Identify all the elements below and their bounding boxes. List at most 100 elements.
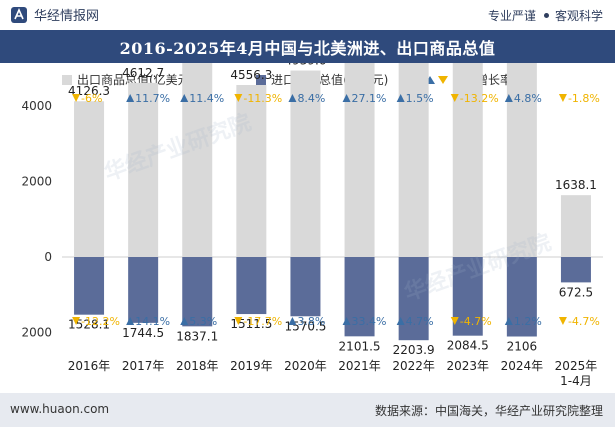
export-growth-label: 1.5% bbox=[406, 92, 434, 105]
footer-source: 数据来源：中国海关，华经产业研究院整理 bbox=[374, 404, 603, 418]
up-triangle-icon bbox=[180, 94, 189, 102]
import-value-label: 2106 bbox=[507, 340, 538, 354]
import-growth-label: 5.3% bbox=[189, 315, 217, 328]
down-triangle-icon bbox=[558, 94, 567, 102]
export-growth-label: -11.3% bbox=[243, 92, 282, 105]
import-growth-label: 1.2% bbox=[514, 315, 542, 328]
tagline-1: 专业严谨 bbox=[487, 9, 536, 23]
up-triangle-icon bbox=[288, 94, 297, 102]
x-tick-label: 2021年 bbox=[338, 359, 381, 373]
y-tick-label: 2000 bbox=[21, 175, 52, 189]
down-triangle-icon bbox=[450, 317, 459, 325]
up-triangle-icon bbox=[342, 94, 351, 102]
import-bar bbox=[560, 257, 591, 283]
export-growth-label: 8.4% bbox=[297, 92, 325, 105]
tagline-2: 客观科学 bbox=[554, 9, 603, 23]
export-value-label: 4939.6 bbox=[284, 63, 326, 68]
export-value-label: 4556.3 bbox=[230, 68, 272, 82]
import-value-label: 2101.5 bbox=[339, 339, 381, 353]
import-bar bbox=[236, 257, 267, 315]
up-triangle-icon bbox=[126, 317, 135, 325]
import-value-label: 1744.5 bbox=[122, 326, 164, 340]
x-tick-label: 1-4月 bbox=[560, 374, 592, 388]
import-bar bbox=[290, 257, 321, 317]
top-bar: 华经情报网 专业严谨 客观科学 bbox=[0, 0, 615, 30]
brand[interactable]: 华经情报网 bbox=[10, 5, 99, 24]
footer: www.huaon.com 数据来源：中国海关，华经产业研究院整理 bbox=[0, 393, 615, 427]
import-bar bbox=[128, 257, 159, 323]
legend-import-swatch bbox=[256, 75, 266, 85]
export-bar bbox=[452, 51, 483, 258]
up-triangle-icon bbox=[504, 94, 513, 102]
x-tick-label: 2022年 bbox=[392, 359, 435, 373]
import-growth-label: 4.7% bbox=[406, 315, 434, 328]
import-value-label: 1511.5 bbox=[230, 317, 272, 331]
import-value-label: 1837.1 bbox=[176, 329, 218, 343]
import-value-label: 672.5 bbox=[559, 285, 593, 299]
export-bar bbox=[74, 101, 105, 257]
import-growth-label: -17.7% bbox=[243, 315, 282, 328]
import-growth-label: -4.7% bbox=[460, 315, 492, 328]
export-bar bbox=[128, 82, 159, 257]
chart-area: 出口商品总值(亿美元)进口商品总值(亿美元)同比增长率(%)8000600040… bbox=[0, 0, 615, 415]
legend-export-label: 出口商品总值(亿美元) bbox=[77, 72, 194, 87]
brand-logo-icon bbox=[11, 6, 27, 23]
down-triangle-icon bbox=[72, 317, 81, 325]
import-bar bbox=[452, 257, 483, 336]
up-triangle-icon bbox=[180, 317, 189, 325]
export-value-label: 4612.7 bbox=[122, 66, 164, 80]
import-growth-label: -12.2% bbox=[81, 315, 120, 328]
export-bar bbox=[506, 41, 537, 258]
bullet-icon bbox=[543, 13, 549, 18]
x-tick-label: 2025年 bbox=[555, 359, 598, 373]
up-triangle-icon bbox=[396, 94, 405, 102]
import-bar bbox=[182, 257, 213, 327]
export-growth-label: -6% bbox=[81, 92, 102, 105]
import-growth-label: 33.4% bbox=[352, 315, 387, 328]
import-growth-label: 14.1% bbox=[135, 315, 170, 328]
export-value-label: 1638.1 bbox=[555, 178, 597, 192]
import-bar bbox=[398, 257, 429, 341]
export-bar bbox=[182, 63, 213, 257]
top-taglines: 专业严谨 客观科学 bbox=[488, 7, 603, 24]
down-triangle-icon bbox=[234, 94, 243, 102]
export-growth-label: 11.4% bbox=[189, 92, 224, 105]
legend-down-triangle-icon bbox=[438, 76, 448, 84]
x-tick-label: 2020年 bbox=[284, 359, 327, 373]
up-triangle-icon bbox=[342, 317, 351, 325]
x-tick-label: 2019年 bbox=[230, 359, 273, 373]
x-tick-label: 2023年 bbox=[446, 359, 489, 373]
export-growth-label: -13.2% bbox=[460, 92, 499, 105]
x-tick-label: 2017年 bbox=[122, 359, 165, 373]
export-growth-label: -1.8% bbox=[568, 92, 600, 105]
x-tick-label: 2018年 bbox=[176, 359, 219, 373]
chart-title: 2016-2025年4月中国与北美洲进、出口商品总值 bbox=[119, 38, 496, 58]
up-triangle-icon bbox=[504, 317, 513, 325]
x-tick-label: 2024年 bbox=[501, 359, 544, 373]
y-tick-label: 0 bbox=[44, 250, 52, 264]
export-growth-label: 27.1% bbox=[352, 92, 387, 105]
y-tick-label: 2000 bbox=[21, 326, 52, 340]
export-bar bbox=[560, 195, 591, 257]
import-bar bbox=[74, 257, 105, 315]
up-triangle-icon bbox=[288, 317, 297, 325]
export-growth-label: 11.7% bbox=[135, 92, 170, 105]
down-triangle-icon bbox=[72, 94, 81, 102]
down-triangle-icon bbox=[234, 317, 243, 325]
footer-website[interactable]: www.huaon.com bbox=[10, 402, 110, 416]
down-triangle-icon bbox=[558, 317, 567, 325]
import-value-label: 2084.5 bbox=[447, 339, 489, 353]
import-value-label: 2203.9 bbox=[393, 343, 435, 357]
up-triangle-icon bbox=[126, 94, 135, 102]
export-growth-label: 4.8% bbox=[514, 92, 542, 105]
x-tick-label: 2016年 bbox=[68, 359, 111, 373]
up-triangle-icon bbox=[396, 317, 405, 325]
title-bar: 2016-2025年4月中国与北美洲进、出口商品总值 bbox=[0, 30, 615, 63]
import-value-label: 1528.1 bbox=[68, 318, 110, 332]
brand-name: 华经情报网 bbox=[34, 9, 100, 24]
chart-svg: 出口商品总值(亿美元)进口商品总值(亿美元)同比增长率(%)8000600040… bbox=[21, 0, 603, 415]
y-tick-label: 4000 bbox=[21, 99, 52, 113]
import-growth-label: 3.8% bbox=[297, 315, 325, 328]
legend-export-swatch bbox=[62, 75, 72, 85]
down-triangle-icon bbox=[450, 94, 459, 102]
